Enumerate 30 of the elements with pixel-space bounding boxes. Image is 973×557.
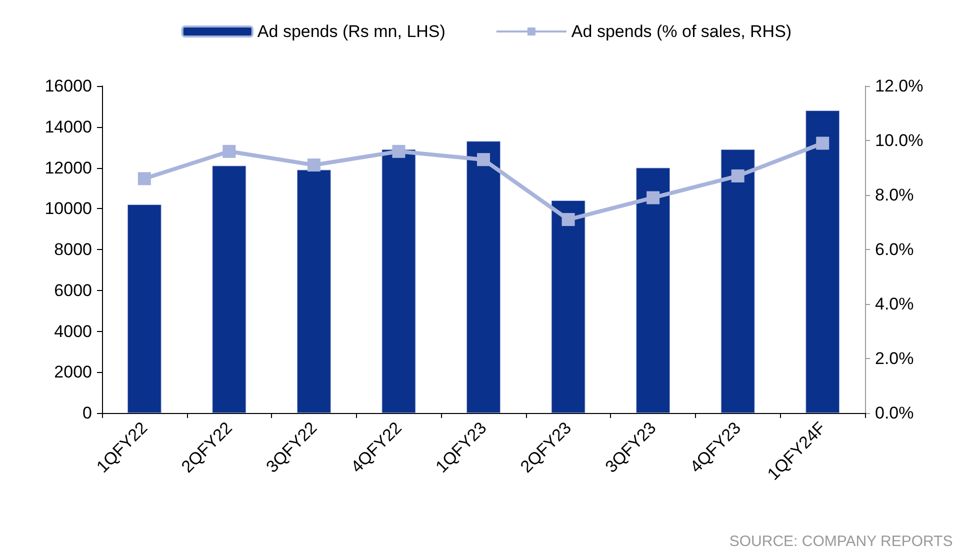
y2-tick-label: 8.0% [875,186,914,204]
y-tick-label: 8000 [54,240,92,259]
point [222,144,236,158]
legend-label: Ad spends (Rs mn, LHS) [257,22,446,41]
y2-tick-label: 10.0% [875,131,924,150]
y-tick-label: 10000 [44,199,92,218]
y2-tick-label: 0.0% [875,404,914,422]
y-tick-label: 12000 [44,158,92,178]
y-tick-label: 2000 [54,362,92,382]
y-tick-label: 6000 [54,280,92,300]
point [307,158,320,172]
y2-tick-label: 4.0% [875,294,914,314]
y-tick-label: 14000 [44,117,92,136]
y-tick-label: 0 [82,404,92,422]
y2-tick-label: 12.0% [875,76,924,96]
bar [127,204,162,413]
source-note: SOURCE: COMPANY REPORTS [729,533,953,550]
y-tick-label: 16000 [44,76,92,96]
point [477,153,490,166]
point [731,169,744,182]
y2-tick-label: 2.0% [875,349,914,368]
y2-tick-label: 6.0% [875,240,914,259]
y-tick-label: 4000 [54,322,92,341]
point [392,144,406,158]
legend-label: Ad spends (% of sales, RHS) [571,22,792,41]
bar [212,166,246,413]
point [816,136,830,150]
point [562,213,575,226]
point [646,191,660,204]
point [138,172,151,186]
